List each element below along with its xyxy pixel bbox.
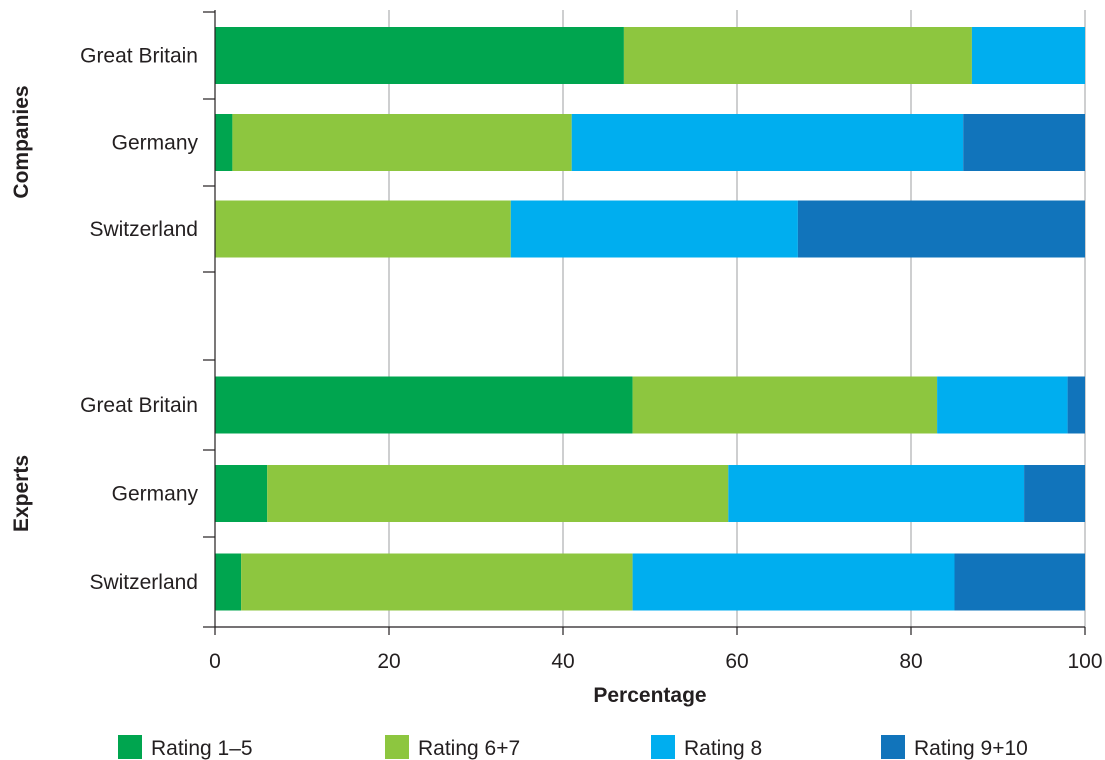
legend-swatch	[118, 735, 142, 759]
x-tick-label: 0	[209, 650, 221, 673]
group-labels: Companies Experts	[10, 85, 33, 532]
bar-segment	[267, 465, 729, 522]
category-label: Switzerland	[89, 571, 198, 594]
group-label: Companies	[10, 85, 33, 198]
bar-segment	[937, 376, 1068, 434]
bar-segment	[632, 553, 955, 611]
bar-segment	[728, 465, 1025, 522]
category-label: Great Britain	[80, 394, 198, 417]
legend-swatch	[651, 735, 675, 759]
x-tick-labels: 0 20 40 60 80 100	[209, 650, 1102, 673]
bar-segment	[215, 376, 633, 434]
bar-segment	[571, 114, 964, 171]
group-label: Experts	[10, 455, 33, 532]
category-label: Switzerland	[89, 218, 198, 241]
bars	[215, 27, 1085, 611]
bar-segment	[510, 200, 798, 258]
x-tick-label: 20	[377, 650, 400, 673]
bar-segment	[954, 553, 1085, 611]
bar-segment	[623, 27, 972, 84]
legend: Rating 1–5 Rating 6+7 Rating 8 Rating 9+10	[118, 735, 1028, 760]
bar-segment	[215, 553, 242, 611]
x-tick-label: 60	[725, 650, 748, 673]
bar-segment	[963, 114, 1085, 171]
legend-label: Rating 1–5	[151, 737, 253, 760]
bar-segment	[797, 200, 1085, 258]
bar-segment	[1024, 465, 1085, 522]
gridlines	[388, 10, 1086, 627]
category-label: Great Britain	[80, 45, 198, 68]
category-labels: Great Britain Germany Switzerland Great Bri…	[80, 45, 198, 595]
category-label: Germany	[112, 132, 199, 155]
x-axis-label: Percentage	[593, 684, 706, 707]
bar-segment	[215, 27, 624, 84]
bar-segment	[632, 376, 938, 434]
bar-segment	[232, 114, 572, 171]
bar-segment	[971, 27, 1085, 84]
x-tick-label: 100	[1067, 650, 1102, 673]
legend-label: Rating 9+10	[914, 737, 1028, 760]
x-tick-label: 40	[551, 650, 574, 673]
bar-segment	[215, 200, 511, 258]
bar-segment	[241, 553, 633, 611]
bar-segment	[215, 114, 233, 171]
x-tick-label: 80	[899, 650, 922, 673]
legend-label: Rating 6+7	[418, 737, 520, 760]
legend-swatch	[881, 735, 905, 759]
legend-swatch	[385, 735, 409, 759]
axes	[203, 10, 1086, 635]
bar-segment	[215, 465, 268, 522]
category-label: Germany	[112, 483, 199, 506]
bar-segment	[1067, 376, 1085, 434]
legend-label: Rating 8	[684, 737, 762, 760]
